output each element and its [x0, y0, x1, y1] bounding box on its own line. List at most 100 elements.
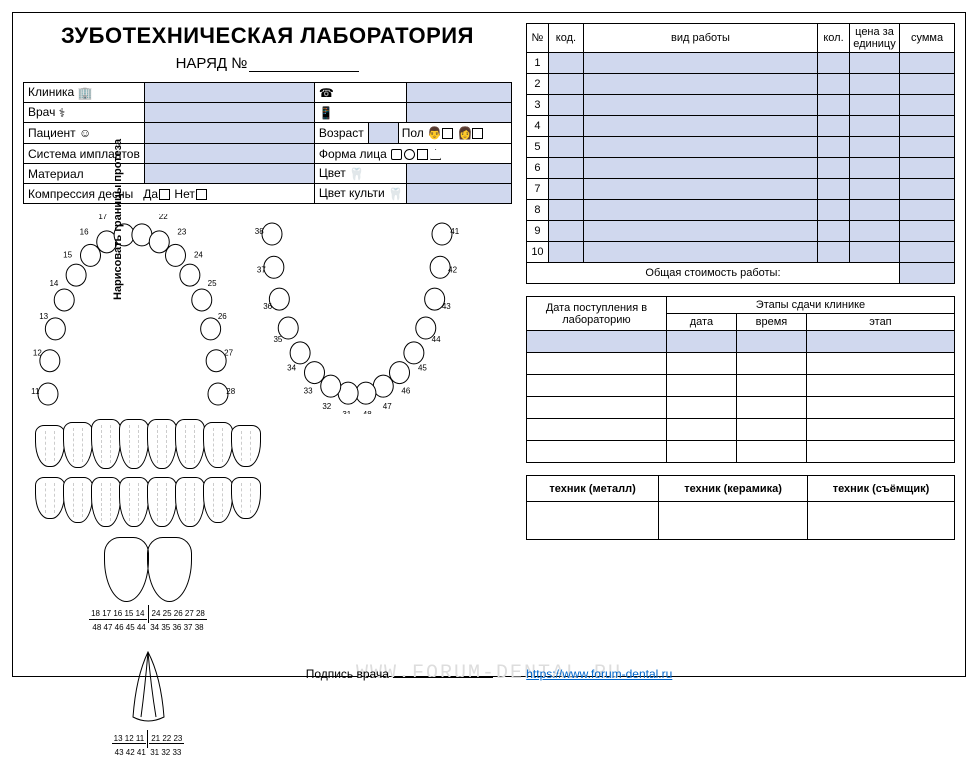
stage-time-cell[interactable]	[736, 419, 806, 441]
doctor-field[interactable]	[144, 103, 314, 123]
face-square-checkbox[interactable]	[417, 149, 428, 160]
work-row-qty[interactable]	[818, 200, 850, 221]
patient-field[interactable]	[144, 123, 314, 144]
stage-stage-cell[interactable]	[806, 331, 954, 353]
work-row-sum[interactable]	[900, 137, 955, 158]
work-row-qty[interactable]	[818, 158, 850, 179]
face-triangle-checkbox[interactable]	[430, 149, 441, 160]
work-row-price[interactable]	[850, 95, 900, 116]
stage-receipt-cell[interactable]	[526, 353, 666, 375]
sex-female-checkbox[interactable]	[472, 128, 483, 139]
tech-remover-field[interactable]	[807, 502, 954, 540]
stage-stage-cell[interactable]	[806, 419, 954, 441]
work-row-type[interactable]	[583, 200, 817, 221]
work-row-type[interactable]	[583, 95, 817, 116]
work-row-price[interactable]	[850, 200, 900, 221]
tech-ceramic-field[interactable]	[659, 502, 808, 540]
material-field[interactable]	[144, 164, 314, 184]
work-row-type[interactable]	[583, 116, 817, 137]
stage-date-cell[interactable]	[666, 331, 736, 353]
stage-receipt-cell[interactable]	[526, 419, 666, 441]
color-label: Цвет	[319, 166, 346, 180]
stage-receipt-cell[interactable]	[526, 375, 666, 397]
stage-stage-cell[interactable]	[806, 441, 954, 463]
work-row-qty[interactable]	[818, 242, 850, 263]
work-row-sum[interactable]	[900, 242, 955, 263]
work-row-sum[interactable]	[900, 53, 955, 74]
work-row-price[interactable]	[850, 221, 900, 242]
work-row-qty[interactable]	[818, 137, 850, 158]
work-row-price[interactable]	[850, 74, 900, 95]
work-row-code[interactable]	[548, 179, 583, 200]
work-row-code[interactable]	[548, 200, 583, 221]
gum-no-checkbox[interactable]	[196, 189, 207, 200]
work-row-price[interactable]	[850, 179, 900, 200]
work-row-sum[interactable]	[900, 221, 955, 242]
tech-metal-field[interactable]	[526, 502, 658, 540]
work-row-sum[interactable]	[900, 200, 955, 221]
gum-yes-checkbox[interactable]	[159, 189, 170, 200]
implant-field[interactable]	[144, 144, 314, 164]
work-row-type[interactable]	[583, 158, 817, 179]
work-row-sum[interactable]	[900, 116, 955, 137]
total-field[interactable]	[900, 263, 955, 284]
work-row-type[interactable]	[583, 137, 817, 158]
stage-stage-cell[interactable]	[806, 375, 954, 397]
work-row-qty[interactable]	[818, 179, 850, 200]
stage-stage-cell[interactable]	[806, 353, 954, 375]
stage-date-cell[interactable]	[666, 353, 736, 375]
age-field[interactable]	[368, 123, 398, 143]
stump-color-field[interactable]	[407, 184, 512, 204]
work-row-code[interactable]	[548, 158, 583, 179]
work-row-price[interactable]	[850, 137, 900, 158]
work-row-code[interactable]	[548, 53, 583, 74]
stage-time-cell[interactable]	[736, 331, 806, 353]
stage-time-cell[interactable]	[736, 375, 806, 397]
stage-receipt-cell[interactable]	[526, 397, 666, 419]
work-row-qty[interactable]	[818, 95, 850, 116]
work-row-type[interactable]	[583, 179, 817, 200]
work-row-sum[interactable]	[900, 179, 955, 200]
work-row-price[interactable]	[850, 158, 900, 179]
work-row-code[interactable]	[548, 137, 583, 158]
stage-time-cell[interactable]	[736, 441, 806, 463]
work-row-qty[interactable]	[818, 53, 850, 74]
face-round-checkbox[interactable]	[404, 149, 415, 160]
face-oval-checkbox[interactable]	[391, 149, 402, 160]
stage-time-cell[interactable]	[736, 353, 806, 375]
work-row-type[interactable]	[583, 74, 817, 95]
work-row-price[interactable]	[850, 242, 900, 263]
color-field[interactable]	[407, 164, 512, 184]
order-number-field[interactable]	[249, 71, 359, 72]
work-row-code[interactable]	[548, 95, 583, 116]
work-row-sum[interactable]	[900, 158, 955, 179]
work-row-code[interactable]	[548, 221, 583, 242]
clinic-phone-field[interactable]	[407, 83, 512, 103]
signature-field[interactable]	[393, 677, 493, 678]
work-row-code[interactable]	[548, 242, 583, 263]
stage-date-cell[interactable]	[666, 397, 736, 419]
website-link[interactable]: https://www.forum-dental.ru	[526, 667, 672, 681]
work-row-type[interactable]	[583, 53, 817, 74]
sex-male-checkbox[interactable]	[442, 128, 453, 139]
stage-date-cell[interactable]	[666, 375, 736, 397]
work-row-price[interactable]	[850, 116, 900, 137]
work-row-sum[interactable]	[900, 95, 955, 116]
work-row-code[interactable]	[548, 116, 583, 137]
work-row-qty[interactable]	[818, 221, 850, 242]
work-row-qty[interactable]	[818, 116, 850, 137]
work-row-price[interactable]	[850, 53, 900, 74]
stage-time-cell[interactable]	[736, 397, 806, 419]
work-row-type[interactable]	[583, 221, 817, 242]
stage-receipt-cell[interactable]	[526, 331, 666, 353]
work-row-type[interactable]	[583, 242, 817, 263]
stage-stage-cell[interactable]	[806, 397, 954, 419]
clinic-field[interactable]	[144, 83, 314, 103]
stage-date-cell[interactable]	[666, 419, 736, 441]
work-row-code[interactable]	[548, 74, 583, 95]
work-row-sum[interactable]	[900, 74, 955, 95]
stage-receipt-cell[interactable]	[526, 441, 666, 463]
doctor-phone-field[interactable]	[407, 103, 512, 123]
work-row-qty[interactable]	[818, 74, 850, 95]
stage-date-cell[interactable]	[666, 441, 736, 463]
